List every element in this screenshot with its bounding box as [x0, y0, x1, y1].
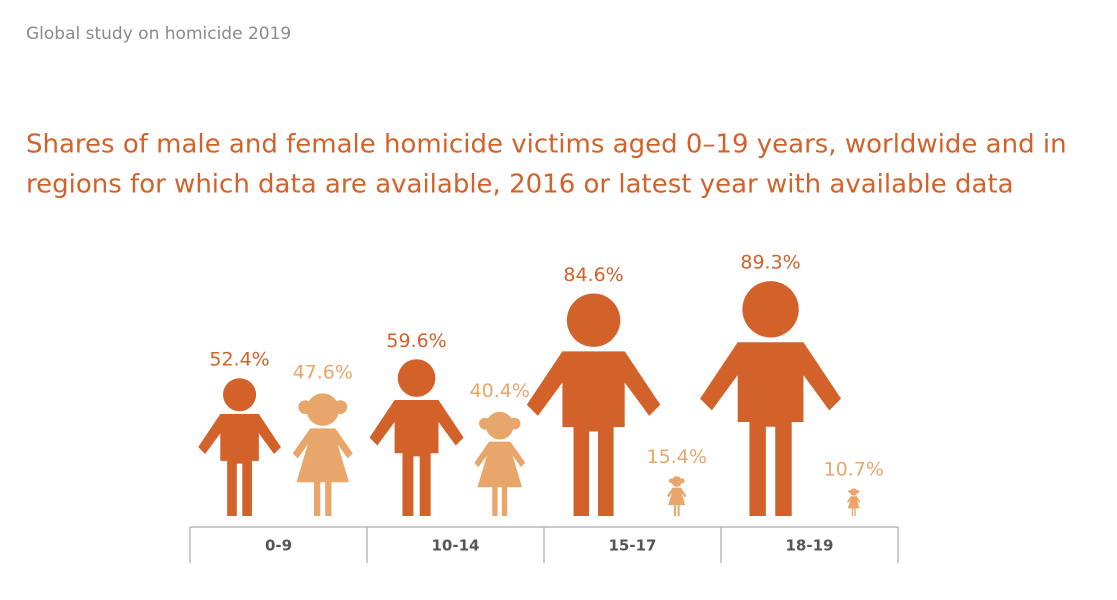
value-label: 40.4%: [470, 380, 530, 402]
head: [671, 476, 683, 487]
female-figure: [292, 393, 353, 516]
value-label: 84.6%: [563, 264, 623, 286]
female-figure: [846, 488, 861, 516]
head: [485, 411, 514, 440]
chart-title: Shares of male and female homicide victi…: [26, 130, 1067, 160]
body: [292, 428, 353, 516]
head: [742, 281, 799, 338]
x-tick-label: 10-14: [432, 537, 480, 555]
pigtail: [668, 478, 674, 483]
head: [566, 293, 621, 347]
chart-title: regions for which data are available, 20…: [26, 170, 1014, 200]
pigtail: [298, 400, 313, 414]
body: [198, 414, 281, 516]
value-label: 59.6%: [386, 330, 446, 352]
x-tick-label: 0-9: [265, 537, 292, 555]
head: [223, 378, 257, 412]
header: Global study on homicide 2019: [26, 24, 291, 44]
pigtail: [333, 400, 348, 414]
pigtail: [856, 489, 860, 494]
x-tick-label: 18-19: [786, 537, 834, 555]
x-tick-label: 15-17: [609, 537, 657, 555]
pigtail: [479, 417, 491, 430]
female-figure: [474, 411, 526, 516]
pigtail: [680, 478, 685, 483]
male-figure: [369, 359, 464, 516]
body: [474, 441, 526, 516]
value-label: 10.7%: [824, 458, 884, 480]
pigtail: [848, 489, 852, 494]
body: [369, 400, 464, 516]
pigtail: [508, 417, 521, 430]
head: [850, 488, 858, 496]
value-label: 47.6%: [293, 361, 353, 383]
value-label: 52.4%: [209, 349, 269, 371]
value-label: 15.4%: [647, 446, 707, 468]
value-label: 89.3%: [740, 252, 800, 274]
body: [700, 342, 842, 516]
body: [846, 496, 861, 516]
head: [306, 393, 340, 426]
head: [397, 359, 436, 397]
male-figure: [700, 281, 842, 516]
body: [526, 351, 661, 516]
female-figure: [667, 476, 687, 516]
male-figure: [526, 293, 661, 516]
body: [667, 487, 687, 516]
male-figure: [198, 378, 281, 516]
